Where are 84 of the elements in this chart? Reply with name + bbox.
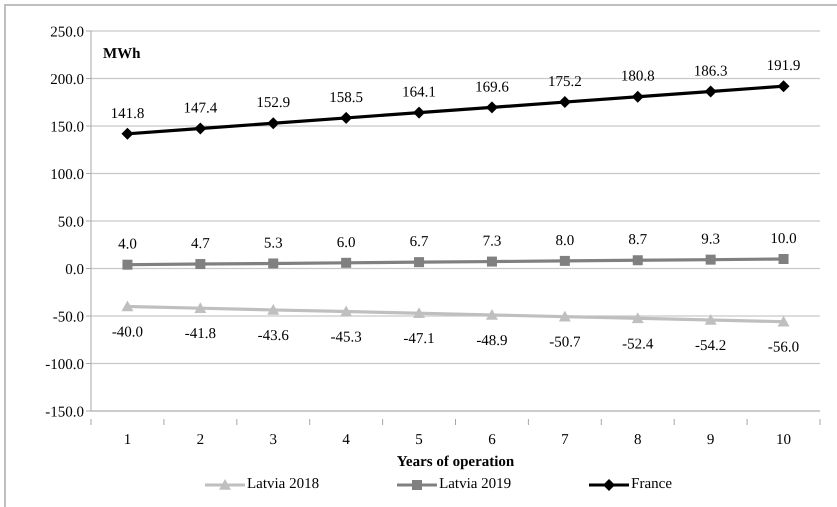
data-label: 6.7 — [410, 234, 429, 250]
data-label: 152.9 — [256, 95, 290, 112]
point — [194, 122, 206, 134]
data-label: 186.3 — [694, 64, 728, 80]
data-label: 169.6 — [475, 79, 510, 96]
y-tick-label: 0.0 — [65, 262, 84, 278]
x-tick-label: 3 — [270, 432, 277, 448]
data-label: 4.0 — [118, 236, 137, 253]
data-label: -50.7 — [549, 334, 581, 351]
point — [486, 101, 498, 114]
data-label: 6.0 — [336, 234, 356, 251]
point — [560, 256, 570, 266]
point — [486, 308, 498, 320]
x-tick-label: 4 — [342, 432, 350, 448]
point — [121, 300, 134, 312]
y-tick-label: 200.0 — [50, 72, 84, 88]
y-tick-label: -100.0 — [45, 356, 84, 373]
point — [632, 255, 643, 266]
point — [778, 316, 790, 326]
data-label: 147.4 — [183, 100, 218, 116]
point — [340, 112, 352, 124]
point — [706, 254, 716, 265]
data-label: 8.0 — [555, 232, 574, 249]
y-axis-title: MWh — [103, 46, 142, 62]
point — [778, 254, 789, 264]
data-label: 5.3 — [264, 235, 283, 252]
data-label: -43.6 — [258, 328, 290, 344]
point — [268, 258, 278, 268]
point — [194, 302, 206, 314]
y-tick-label: -150.0 — [45, 404, 84, 420]
point — [704, 86, 717, 98]
y-tick-label: 250.0 — [50, 24, 84, 40]
y-tick-label: 100.0 — [50, 166, 84, 183]
x-axis-title: Years of operation — [396, 454, 515, 470]
point — [414, 257, 424, 268]
point — [121, 128, 134, 140]
data-label: 9.3 — [701, 232, 720, 248]
data-label: 4.7 — [190, 236, 210, 252]
point — [632, 90, 644, 103]
data-label: 10.0 — [770, 231, 797, 247]
point — [340, 306, 352, 316]
point — [632, 312, 644, 324]
data-label: -52.4 — [622, 336, 654, 352]
point — [195, 259, 206, 270]
data-label: 180.8 — [620, 68, 655, 85]
data-label: -48.9 — [476, 332, 508, 349]
data-label: -41.8 — [184, 326, 216, 342]
point — [558, 310, 571, 322]
data-label: 141.8 — [110, 106, 144, 122]
point — [704, 314, 717, 325]
data-label: 164.1 — [402, 84, 436, 101]
x-tick-label: 7 — [561, 432, 570, 448]
point — [486, 256, 497, 267]
x-tick-label: 10 — [776, 432, 792, 448]
x-tick-label: 9 — [706, 432, 714, 448]
point — [122, 260, 132, 270]
data-label: -54.2 — [695, 338, 726, 354]
point — [413, 307, 426, 318]
legend-label: Latvia 2018 — [247, 476, 320, 493]
x-tick-label: 1 — [124, 432, 132, 448]
data-label: 158.5 — [329, 90, 364, 106]
data-label: -45.3 — [330, 330, 362, 346]
x-tick-label: 6 — [488, 432, 496, 448]
x-tick-label: 8 — [634, 432, 642, 448]
y-tick-label: 50.0 — [58, 214, 84, 230]
point — [778, 80, 790, 92]
point — [267, 117, 280, 130]
legend-label: France — [631, 476, 672, 493]
point — [267, 304, 280, 315]
data-label: 191.9 — [766, 58, 800, 74]
legend-label: Latvia 2019 — [439, 476, 512, 493]
y-tick-label: -50.0 — [52, 309, 84, 326]
point — [558, 96, 571, 108]
point — [341, 258, 352, 268]
data-label: 8.7 — [628, 232, 648, 248]
x-tick-label: 5 — [415, 432, 423, 448]
x-tick-label: 2 — [196, 432, 204, 448]
data-label: -56.0 — [768, 340, 800, 356]
data-label: -40.0 — [112, 324, 144, 340]
data-label: 7.3 — [482, 234, 502, 250]
point — [413, 106, 426, 119]
data-label: 175.2 — [548, 74, 582, 90]
data-label: -47.1 — [403, 331, 435, 348]
y-tick-label: 150.0 — [50, 119, 84, 136]
